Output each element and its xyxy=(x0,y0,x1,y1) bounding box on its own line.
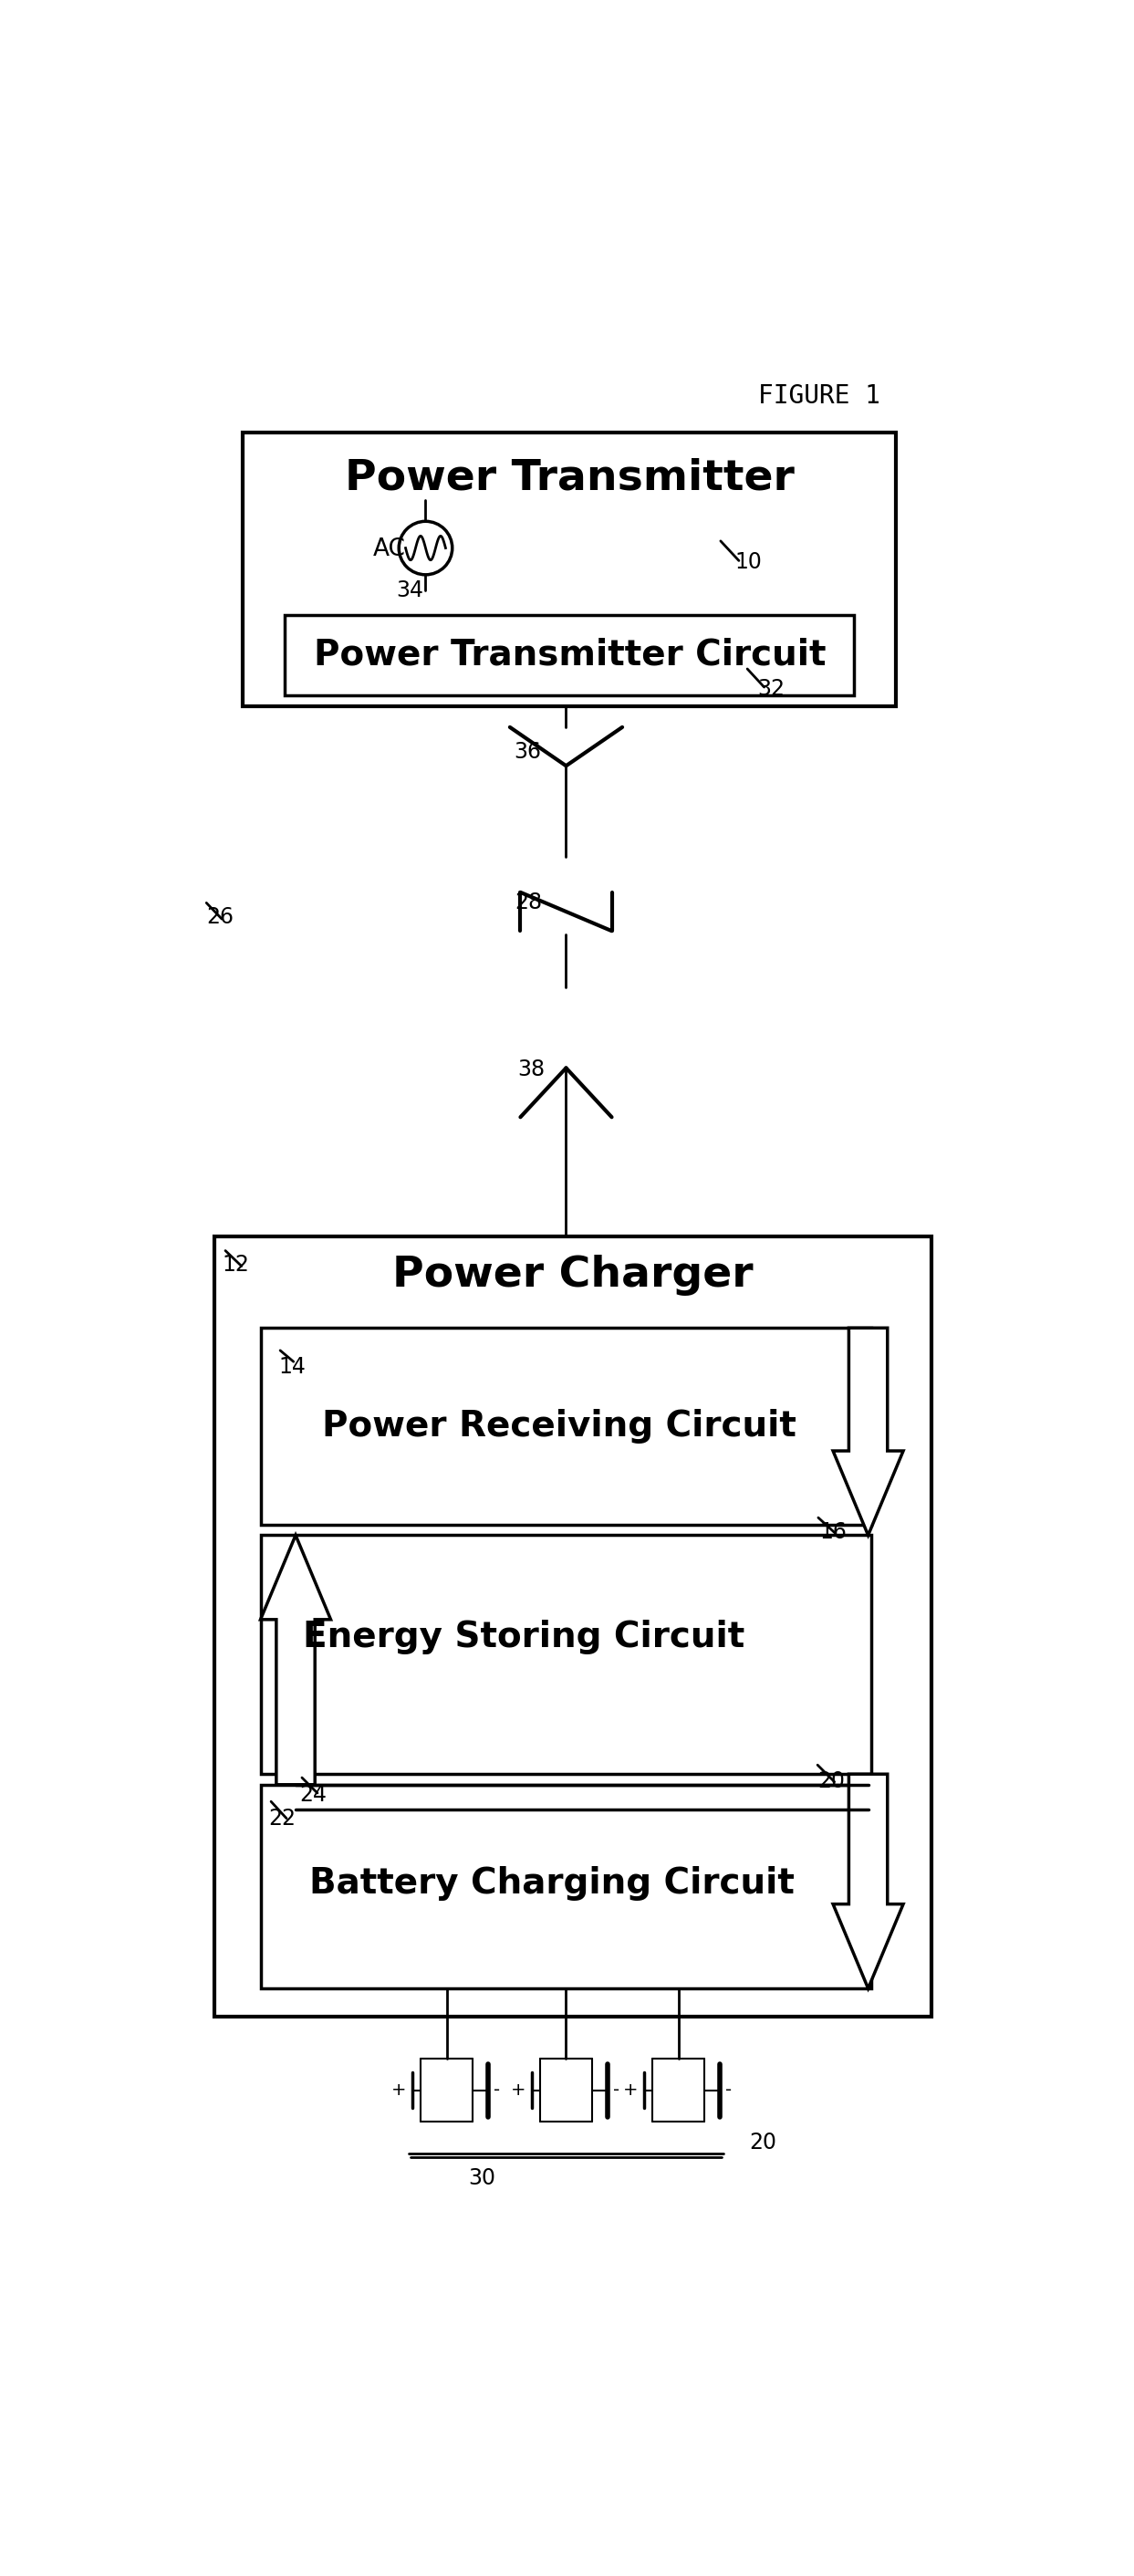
Bar xyxy=(261,1329,872,1525)
Text: Battery Charging Circuit: Battery Charging Circuit xyxy=(310,1865,795,1901)
Text: FIGURE 1: FIGURE 1 xyxy=(758,384,880,410)
Bar xyxy=(261,1535,872,1775)
Text: AC: AC xyxy=(373,538,406,562)
Text: -: - xyxy=(613,2081,619,2099)
Text: Power Transmitter: Power Transmitter xyxy=(345,456,795,497)
Text: 24: 24 xyxy=(299,1785,327,1806)
Text: +: + xyxy=(511,2081,526,2099)
Text: 16: 16 xyxy=(820,1520,847,1543)
Polygon shape xyxy=(833,1329,904,1535)
Text: 12: 12 xyxy=(222,1255,249,1275)
Text: Power Transmitter Circuit: Power Transmitter Circuit xyxy=(313,636,826,672)
Text: Power Receiving Circuit: Power Receiving Circuit xyxy=(322,1409,796,1443)
Text: Power Charger: Power Charger xyxy=(392,1255,754,1296)
Bar xyxy=(214,1236,931,2017)
Text: 20: 20 xyxy=(750,2133,777,2154)
Bar xyxy=(243,433,896,706)
Text: +: + xyxy=(624,2081,638,2099)
Text: 38: 38 xyxy=(517,1059,544,1079)
Text: 30: 30 xyxy=(468,2166,496,2190)
Text: 22: 22 xyxy=(269,1808,296,1829)
Text: +: + xyxy=(391,2081,407,2099)
Bar xyxy=(285,616,854,696)
Bar xyxy=(261,1785,872,1989)
Text: 14: 14 xyxy=(279,1355,306,1378)
Text: 26: 26 xyxy=(206,907,234,927)
Text: 36: 36 xyxy=(514,742,541,762)
Text: 28: 28 xyxy=(515,891,542,914)
Text: 32: 32 xyxy=(758,677,785,701)
Text: -: - xyxy=(493,2081,500,2099)
Text: 20: 20 xyxy=(818,1770,845,1793)
Polygon shape xyxy=(833,1775,904,1989)
Text: -: - xyxy=(726,2081,733,2099)
Polygon shape xyxy=(261,1535,331,1785)
Text: 10: 10 xyxy=(735,551,762,572)
Text: Energy Storing Circuit: Energy Storing Circuit xyxy=(303,1620,745,1654)
Text: 34: 34 xyxy=(397,580,424,600)
